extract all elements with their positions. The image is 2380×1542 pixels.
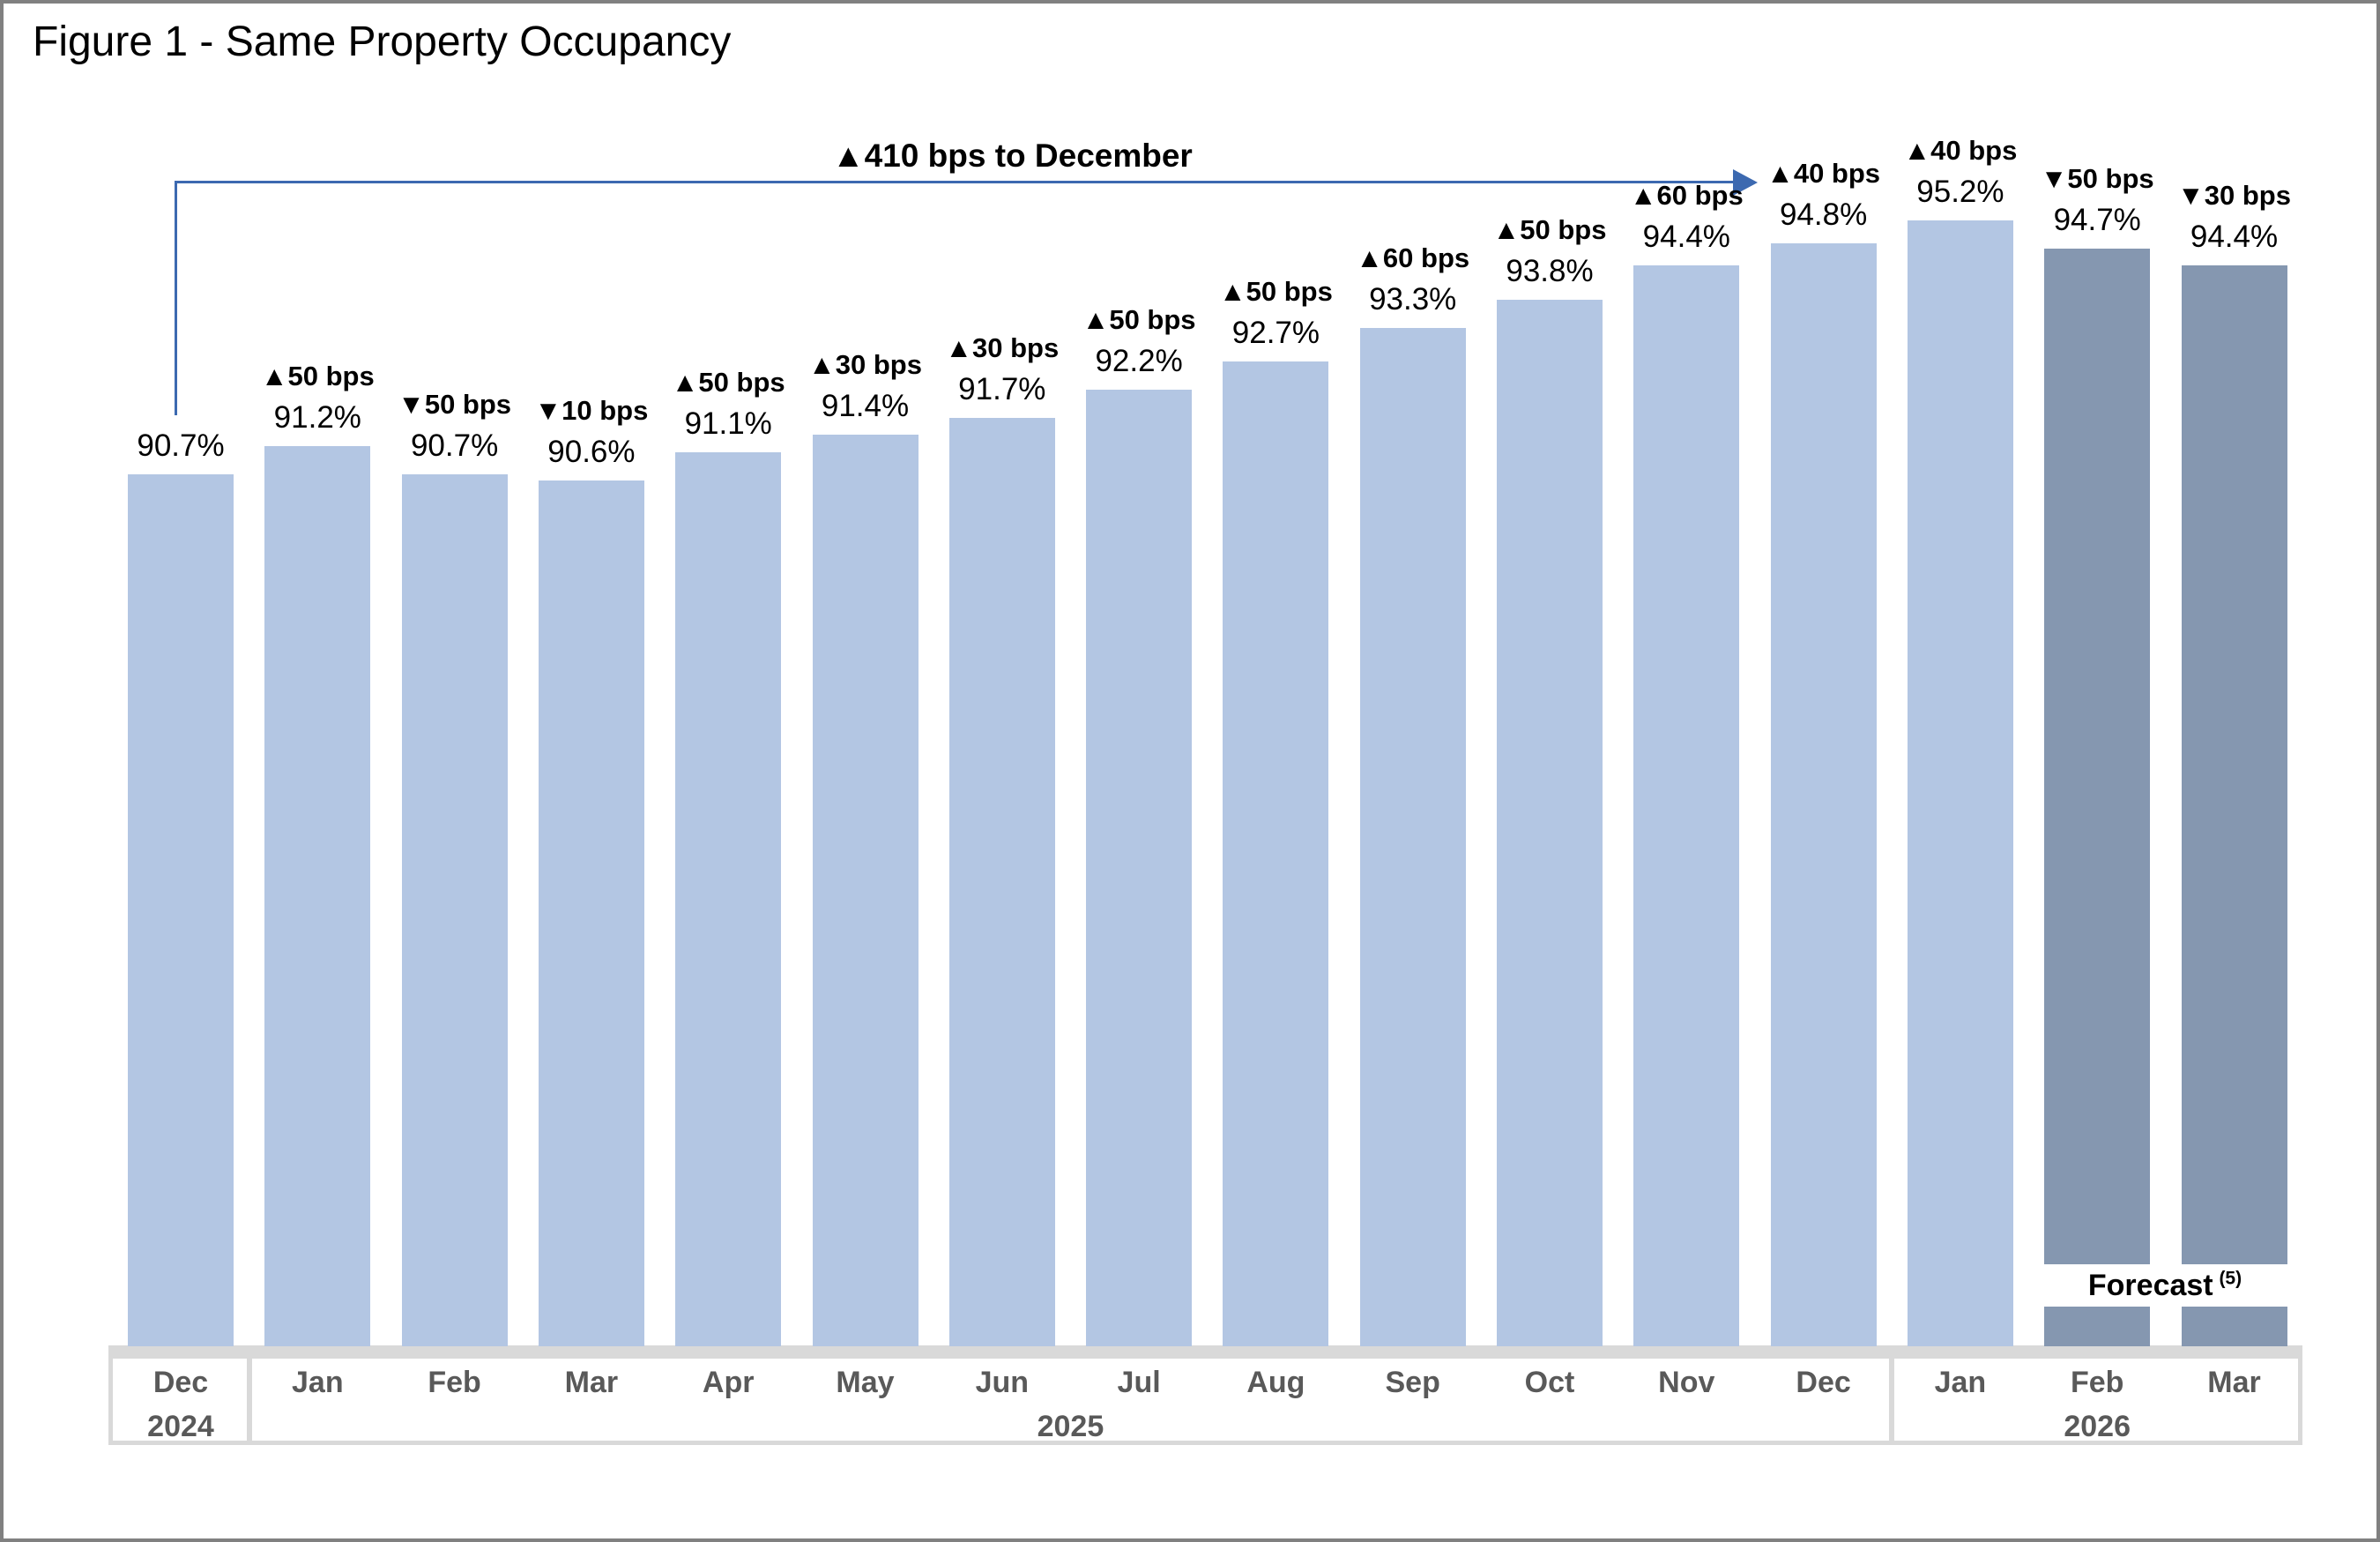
bar-change-label: ▲60 bps — [1629, 180, 1744, 211]
bar-value-label: 94.8% — [1779, 197, 1868, 232]
bar — [2044, 249, 2151, 1346]
axis-month-label: Feb — [428, 1366, 481, 1399]
axis-month-label: May — [836, 1366, 895, 1399]
bar-value-label: 90.7% — [137, 428, 225, 463]
bar-value-label: 95.2% — [1916, 175, 2004, 209]
bar-value-label: 91.4% — [821, 389, 910, 423]
axis-baseline — [108, 1345, 2302, 1354]
annotation-arrow-drop-line — [175, 181, 177, 415]
figure-title: Figure 1 - Same Property Occupancy — [33, 19, 732, 65]
axis-month-label: Jul — [1117, 1366, 1161, 1399]
bar — [264, 446, 371, 1346]
bar-change-label: ▲50 bps — [1218, 276, 1333, 307]
bar-change-label: ▲30 bps — [945, 332, 1060, 363]
axis-year-separator — [246, 1354, 252, 1445]
axis-year-label: 2026 — [2064, 1410, 2131, 1443]
axis-month-label: Dec — [1796, 1366, 1851, 1399]
bar-value-label: 90.6% — [547, 435, 636, 469]
bar-change-label: ▼10 bps — [534, 395, 649, 426]
axis-month-label: Apr — [702, 1366, 755, 1399]
bar-change-label: ▲50 bps — [1492, 214, 1607, 245]
forecast-label: Forecast (5) — [2087, 1268, 2242, 1302]
annotation-arrow-head-icon — [1733, 169, 1758, 196]
forecast-footnote-marker: (5) — [2219, 1268, 2242, 1289]
bar — [2181, 265, 2287, 1346]
bar-change-label: ▼30 bps — [2177, 180, 2291, 211]
bar-value-label: 91.7% — [958, 372, 1046, 406]
axis-month-label: Jan — [292, 1366, 344, 1399]
bar-value-label: 93.3% — [1369, 282, 1457, 317]
bar — [128, 474, 234, 1346]
bar — [1497, 300, 1603, 1346]
bar-change-label: ▲50 bps — [671, 367, 785, 398]
axis-year-separator — [1889, 1354, 1895, 1445]
bar-value-label: 94.4% — [1642, 220, 1730, 254]
annotation-text: ▲410 bps to December — [832, 138, 1193, 174]
bar-value-label: 90.7% — [410, 428, 499, 463]
axis-month-label: Mar — [2207, 1366, 2261, 1399]
bar — [675, 452, 782, 1346]
axis-month-label: Jan — [1934, 1366, 1987, 1399]
bar — [1770, 243, 1877, 1346]
bar — [538, 480, 644, 1346]
axis-year-label: 2025 — [1037, 1410, 1104, 1443]
bar — [948, 418, 1055, 1346]
bar-change-label: ▲40 bps — [1766, 158, 1881, 189]
bar — [1223, 361, 1329, 1346]
axis-year-label: 2024 — [147, 1410, 214, 1443]
axis-month-label: Dec — [152, 1366, 209, 1399]
annotation-arrow-line — [175, 181, 1735, 183]
bar-value-label: 92.2% — [1095, 344, 1183, 378]
bar — [1633, 265, 1740, 1346]
bar — [1359, 328, 1466, 1346]
bar — [812, 435, 919, 1346]
axis-month-label: Feb — [2070, 1366, 2124, 1399]
bar-change-label: ▲60 bps — [1356, 242, 1470, 273]
axis-band — [108, 1354, 2302, 1445]
bar-change-label: ▲30 bps — [808, 349, 922, 380]
bar-change-label: ▼50 bps — [2040, 163, 2154, 194]
bar-value-label: 91.2% — [273, 400, 361, 435]
bar-value-label: 94.4% — [2190, 220, 2279, 254]
bar-change-label: ▲50 bps — [1082, 304, 1196, 335]
bar-change-label: ▲50 bps — [260, 361, 375, 391]
bar-value-label: 91.1% — [684, 406, 772, 441]
axis-month-label: Jun — [975, 1366, 1030, 1399]
bar-change-label: ▼50 bps — [398, 389, 512, 420]
bar — [1907, 220, 2013, 1346]
axis-month-label: Oct — [1524, 1366, 1575, 1399]
axis-month-label: Sep — [1385, 1366, 1440, 1399]
bar-value-label: 94.7% — [2053, 203, 2141, 237]
bar-change-label: ▲40 bps — [1903, 135, 2018, 166]
axis-month-label: Nov — [1658, 1366, 1715, 1399]
bar — [401, 474, 508, 1346]
axis-month-label: Mar — [564, 1366, 619, 1399]
bar — [1086, 390, 1193, 1346]
axis-month-label: Aug — [1246, 1366, 1305, 1399]
bar-value-label: 93.8% — [1506, 254, 1594, 288]
bar-value-label: 92.7% — [1231, 316, 1320, 350]
forecast-band: Forecast (5) — [2036, 1264, 2294, 1307]
